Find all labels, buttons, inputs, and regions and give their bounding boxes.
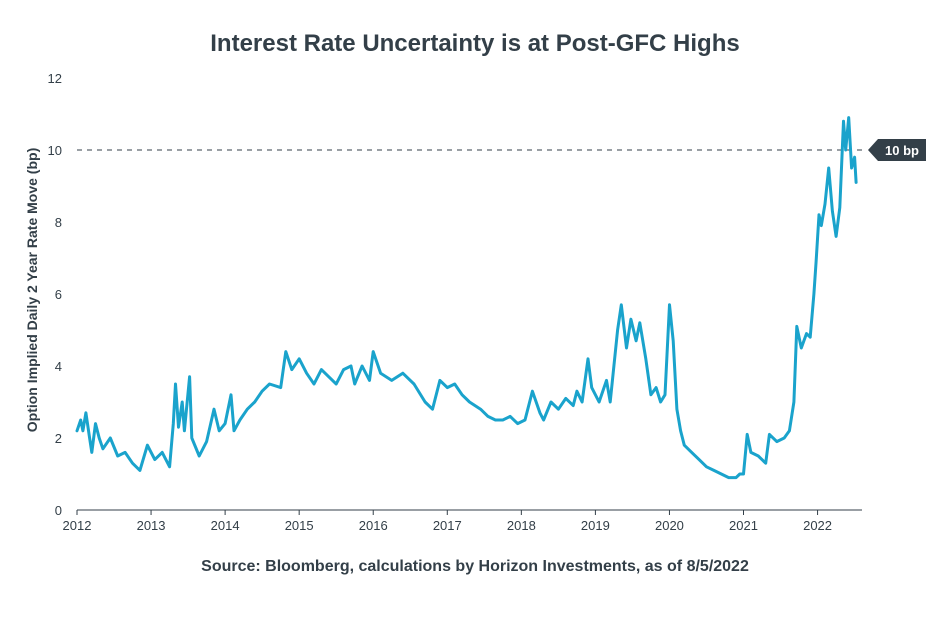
y-tick-label: 12: [48, 71, 62, 86]
x-tick-label: 2019: [581, 518, 610, 533]
x-tick-label: 2022: [803, 518, 832, 533]
x-tick-label: 2015: [285, 518, 314, 533]
reference-label-text: 10 bp: [885, 143, 919, 158]
series-line: [75, 116, 858, 480]
x-tick-label: 2018: [507, 518, 536, 533]
y-axis-label: Option Implied Daily 2 Year Rate Move (b…: [24, 148, 40, 432]
y-tick-label: 4: [55, 359, 62, 374]
reference-label-tag: [868, 139, 926, 161]
reference-line-label: 10 bp: [868, 139, 926, 161]
chart-source: Source: Bloomberg, calculations by Horiz…: [201, 558, 749, 575]
x-tick-label: 2012: [63, 518, 92, 533]
y-axis-title: Option Implied Daily 2 Year Rate Move (b…: [24, 148, 40, 432]
y-tick-label: 2: [55, 431, 62, 446]
chart-title: Interest Rate Uncertainty is at Post-GFC…: [210, 30, 740, 57]
y-tick-label: 6: [55, 287, 62, 302]
x-tick-label: 2020: [655, 518, 684, 533]
x-tick-label: 2014: [211, 518, 240, 533]
y-tick-label: 8: [55, 215, 62, 230]
x-tick-label: 2013: [137, 518, 166, 533]
x-tick-label: 2021: [729, 518, 758, 533]
y-tick-label: 0: [55, 503, 62, 518]
x-tick-label: 2016: [359, 518, 388, 533]
y-tick-label: 10: [48, 143, 62, 158]
y-axis-ticks: 0 2 4 6 8 10 12: [48, 71, 62, 518]
x-tick-label: 2017: [433, 518, 462, 533]
x-axis-ticks: 2012 2013 2014 2015 2016 2017 2018 2019 2020 2021…: [63, 510, 832, 533]
